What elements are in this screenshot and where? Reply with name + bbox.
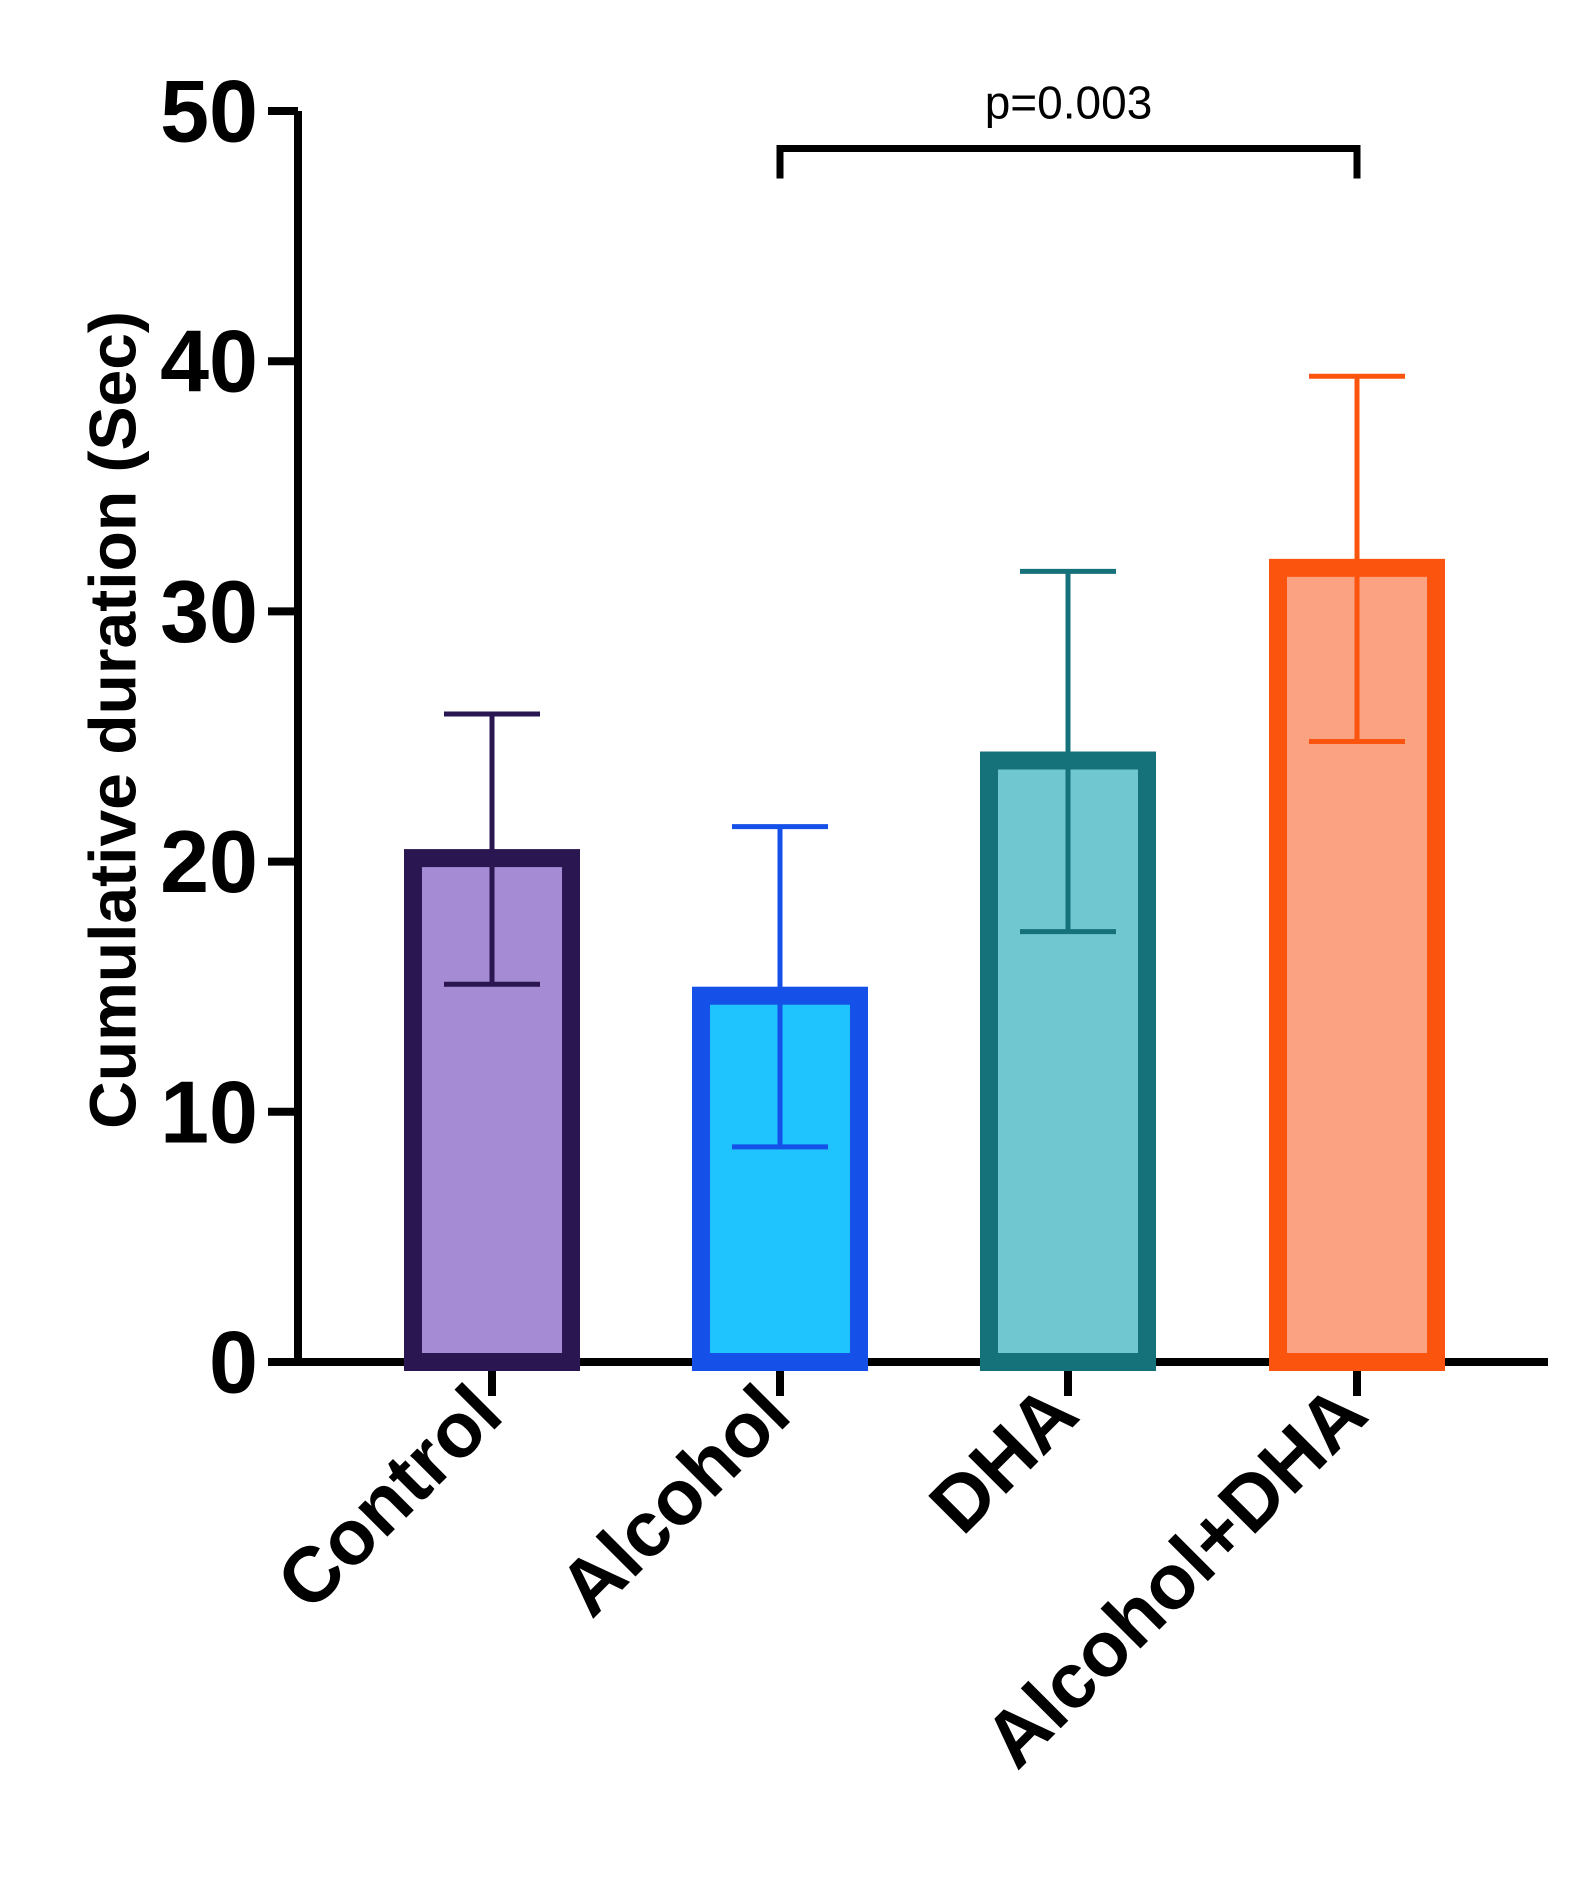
significance-bracket	[776, 145, 1361, 179]
y-tick-label: 20	[160, 812, 258, 911]
y-axis-label: Cumulative duration (Sec)	[75, 311, 149, 1129]
significance-label: p=0.003	[985, 77, 1153, 129]
y-axis: 0 10 20 30 40 50	[160, 62, 302, 1412]
y-tick-label: 50	[160, 62, 258, 161]
x-tick-label: Control	[260, 1368, 518, 1626]
y-tick-label: 0	[209, 1313, 258, 1412]
y-tick-label: 10	[160, 1062, 258, 1161]
y-tick-label: 30	[160, 562, 258, 661]
error-bars	[444, 373, 1405, 1150]
bars	[404, 558, 1445, 1372]
significance-annotations: p=0.003	[776, 77, 1361, 179]
x-tick-label: Alcohol	[542, 1368, 806, 1632]
y-tick-label: 40	[160, 312, 258, 411]
